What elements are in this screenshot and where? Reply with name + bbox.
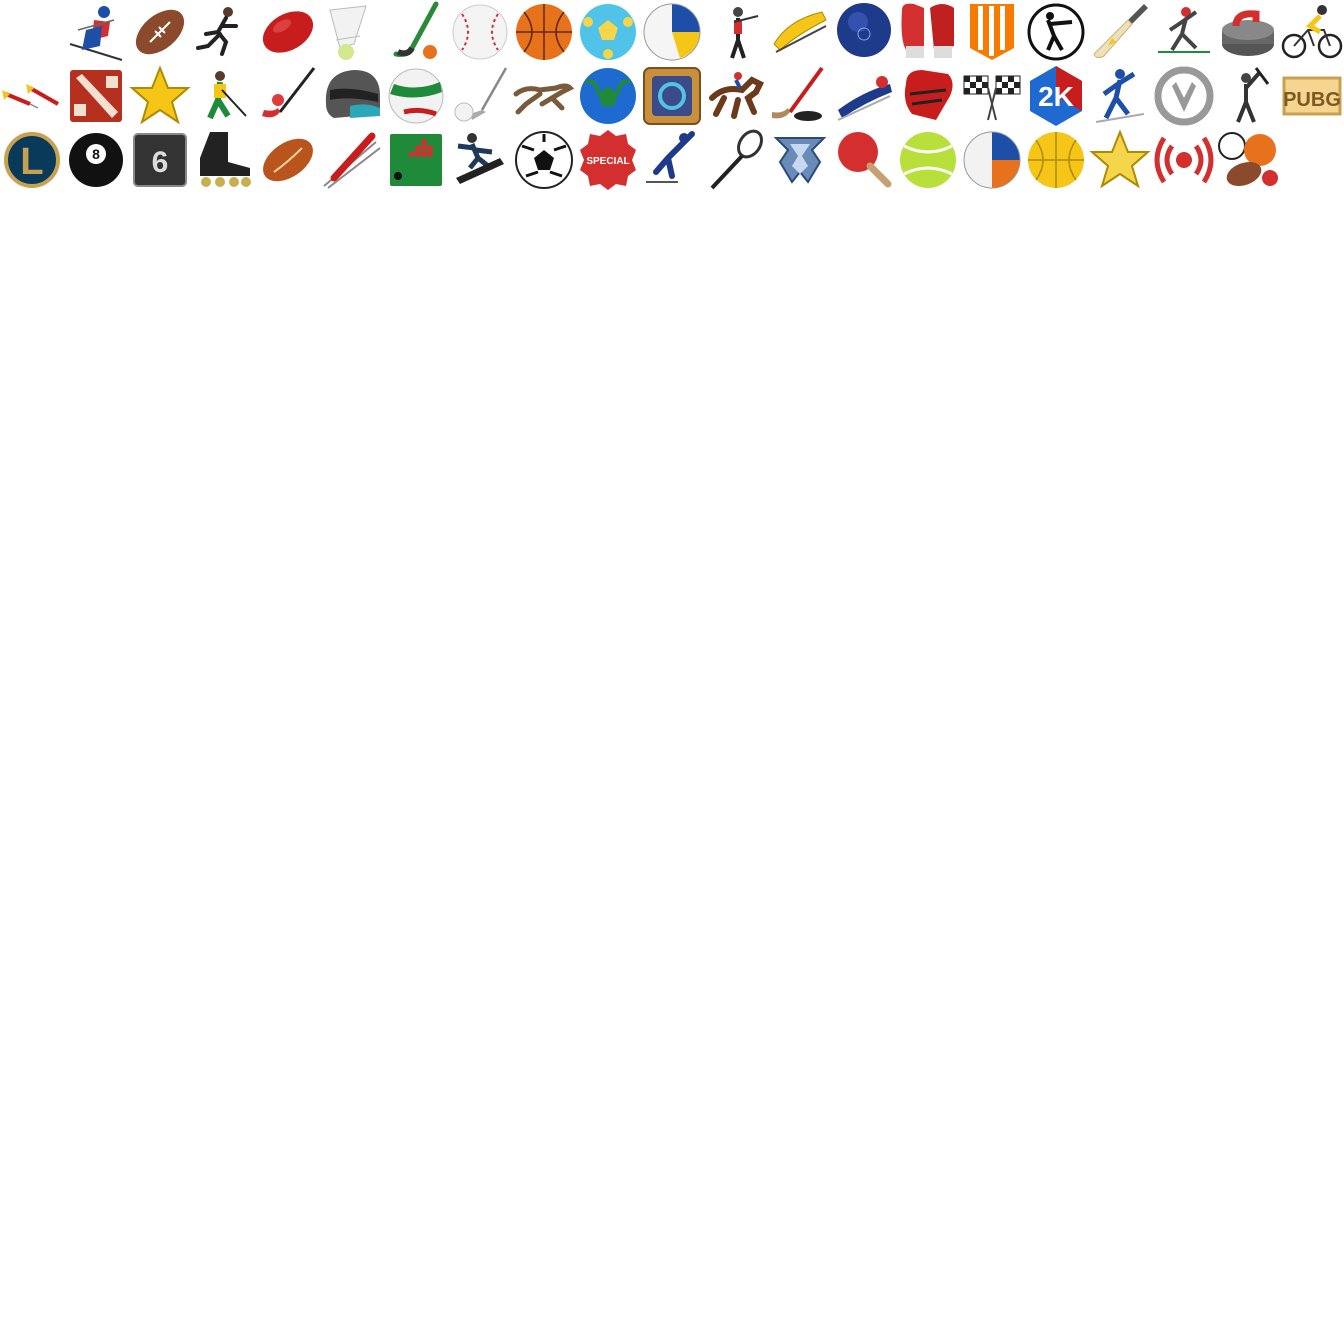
curling-icon [1216, 0, 1280, 64]
tennis-icon [896, 128, 960, 192]
icon-row-1 [0, 0, 1344, 64]
horse-racing-icon [704, 64, 768, 128]
rainbow-label: 6 [152, 146, 169, 179]
pubg-icon: PUBG [1280, 64, 1344, 128]
pool-label: 8 [92, 146, 100, 162]
icon-row-3: L 8 6 [0, 128, 1344, 192]
beach-volleyball-icon [640, 0, 704, 64]
water-polo-icon [1024, 128, 1088, 192]
lol-label: L [20, 141, 43, 183]
biathlon-icon [704, 0, 768, 64]
icon-row-2: 2K PUBG [0, 64, 1344, 128]
nba2k-label: 2K [1038, 81, 1074, 112]
handball-icon [576, 64, 640, 128]
golf-icon [448, 64, 512, 128]
greyhounds-icon [512, 64, 576, 128]
nba2k-icon: 2K [1024, 64, 1088, 128]
athletics-icon [192, 0, 256, 64]
floorball-icon [256, 64, 320, 128]
league-of-legends-icon: L [0, 128, 64, 192]
boxing-icon [896, 0, 960, 64]
specials-icon: SPECIAL [576, 128, 640, 192]
volleyball-icon [960, 128, 1024, 192]
overwatch-icon [1152, 64, 1216, 128]
call-of-duty-icon [960, 0, 1024, 64]
american-football-icon [128, 0, 192, 64]
multi-sport-icon [1216, 128, 1280, 192]
special-label: SPECIAL [586, 156, 629, 167]
rink-hockey-icon [192, 128, 256, 192]
starcraft-icon [768, 128, 832, 192]
badminton-icon [320, 0, 384, 64]
star-icon [1088, 128, 1152, 192]
bowls-icon [832, 0, 896, 64]
gaelic-sports-icon [384, 64, 448, 128]
hearthstone-icon [640, 64, 704, 128]
dota-icon [64, 64, 128, 128]
mma-glove-icon [896, 64, 960, 128]
bandy-icon [384, 0, 448, 64]
aussie-rules-icon [256, 0, 320, 64]
cross-country-icon [1152, 0, 1216, 64]
snooker-icon [384, 128, 448, 192]
ski-jumping-icon [320, 128, 384, 192]
darts-icon [0, 64, 64, 128]
ice-hockey-icon [768, 64, 832, 128]
rainbow-six-icon: 6 [128, 128, 192, 192]
speed-skating-icon [640, 128, 704, 192]
pool-8-ball-icon: 8 [64, 128, 128, 192]
soccer-icon [512, 128, 576, 192]
pubg-label: PUBG [1283, 89, 1341, 111]
favorites-star-icon [128, 64, 192, 128]
rugby-icon [256, 128, 320, 192]
pesapallo-icon [1216, 64, 1280, 128]
basketball-icon [512, 0, 576, 64]
luge-icon [832, 64, 896, 128]
nordic-combined-icon [1088, 64, 1152, 128]
formula-racing-helmet-icon [320, 64, 384, 128]
cricket-icon [1088, 0, 1152, 64]
baseball-icon [448, 0, 512, 64]
sports-icon-sprite-sheet: 2K PUBG L 8 [0, 0, 1344, 192]
field-hockey-icon [192, 64, 256, 128]
beach-soccer-icon [576, 0, 640, 64]
alpine-skiing-icon [64, 0, 128, 64]
snowboard-icon [448, 128, 512, 192]
counter-strike-icon [1024, 0, 1088, 64]
cycling-icon [1280, 0, 1344, 64]
motorsport-flags-icon [960, 64, 1024, 128]
live-icon [1152, 128, 1216, 192]
table-tennis-icon [832, 128, 896, 192]
squash-icon [704, 128, 768, 192]
bobsleigh-icon [768, 0, 832, 64]
